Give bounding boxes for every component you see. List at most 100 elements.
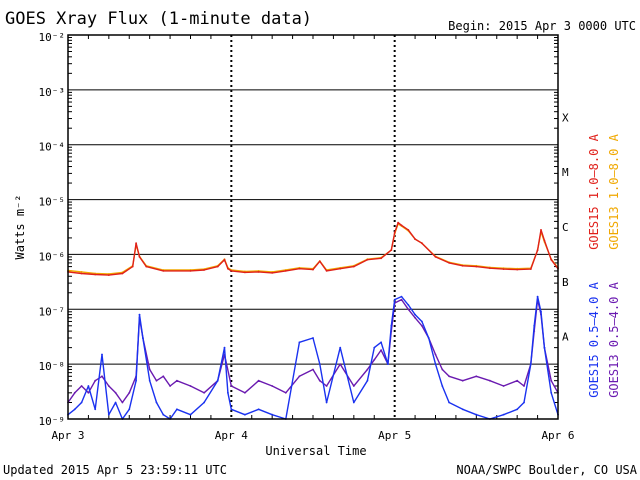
data-point [489, 267, 491, 270]
data-point [421, 242, 423, 245]
data-point [461, 264, 464, 267]
x-axis: Apr 3 Apr 4 Apr 5 Apr 6 [51, 429, 574, 442]
data-point [390, 249, 393, 252]
data-point [434, 363, 437, 365]
data-point [145, 265, 148, 268]
data-point [128, 408, 131, 411]
data-point [516, 379, 519, 382]
data-point [523, 385, 525, 387]
data-point [203, 391, 206, 394]
data-point [414, 313, 416, 316]
data-point [162, 375, 165, 378]
data-point [107, 413, 110, 416]
data-point [223, 346, 226, 349]
data-point [393, 231, 396, 234]
data-point [257, 408, 260, 411]
data-point [502, 385, 505, 387]
data-point [135, 242, 138, 245]
data-point [366, 258, 369, 261]
data-point [148, 368, 151, 371]
data-point [162, 413, 165, 416]
data-point [325, 270, 328, 272]
data-point [227, 267, 229, 270]
data-point [448, 262, 450, 264]
y-tick-label: 10⁻⁵ [39, 196, 66, 209]
data-point [318, 379, 321, 382]
data-point [421, 324, 423, 327]
flare-class-labels: X M C B A [562, 111, 569, 343]
data-point [87, 385, 90, 387]
data-point [387, 363, 389, 365]
data-point [441, 385, 444, 387]
data-point [414, 238, 416, 241]
data-point [131, 265, 134, 268]
data-point [94, 273, 97, 276]
flare-class-label: A [562, 331, 569, 344]
series-layer [67, 221, 559, 420]
data-point [400, 224, 403, 227]
y-axis: 10⁻⁹ 10⁻⁸ 10⁻⁷ 10⁻⁶ 10⁻⁵ 10⁻⁴ 10⁻³ 10⁻² [39, 31, 66, 428]
data-point [216, 379, 219, 382]
data-point [230, 408, 233, 411]
data-point [257, 271, 260, 273]
data-point [502, 268, 505, 270]
updated-time: Updated 2015 Apr 5 23:59:11 UTC [3, 463, 227, 477]
legend-item: GOES13 0.5–4.0 A [607, 281, 621, 397]
data-point [257, 379, 260, 382]
credit: NOAA/SWPC Boulder, CO USA [456, 463, 637, 477]
data-point [397, 221, 399, 224]
data-point [189, 270, 192, 272]
data-point [284, 391, 287, 394]
data-point [373, 358, 376, 361]
data-point [352, 265, 355, 268]
data-point [94, 408, 97, 411]
data-point [101, 375, 103, 378]
series-line [67, 223, 559, 275]
data-point [448, 375, 450, 378]
data-point [543, 239, 546, 242]
y-tick-label: 10⁻⁸ [39, 360, 66, 373]
data-point [271, 272, 274, 274]
data-point [373, 346, 376, 349]
grid [68, 34, 558, 420]
data-point [489, 379, 491, 382]
y-tick-label: 10⁻⁷ [39, 305, 66, 318]
data-point [339, 346, 342, 349]
data-point [244, 391, 246, 394]
data-point [223, 258, 226, 261]
data-point [325, 385, 328, 387]
x-tick-label: Apr 4 [215, 429, 248, 442]
data-point [155, 379, 158, 382]
legend-item: GOES15 1.0–8.0 A [587, 133, 601, 249]
data-point [461, 408, 464, 411]
data-point [380, 349, 382, 351]
data-point [400, 295, 403, 298]
data-point [162, 270, 165, 272]
y-tick-label: 10⁻² [39, 31, 66, 44]
x-tick-label: Apr 3 [51, 429, 84, 442]
data-point [407, 229, 410, 231]
data-point [138, 256, 141, 258]
data-point [107, 274, 110, 276]
data-point [516, 268, 519, 271]
data-point [325, 401, 328, 404]
data-point [271, 385, 274, 387]
data-point [73, 408, 76, 411]
y-tick-label: 10⁻⁶ [39, 250, 66, 263]
data-point [298, 267, 301, 270]
data-point [441, 368, 444, 371]
data-point [244, 413, 246, 416]
data-point [390, 324, 393, 327]
data-point [502, 413, 505, 416]
data-point [414, 316, 416, 319]
y-axis-title-text: Watts m⁻² [13, 194, 27, 259]
data-point [80, 385, 83, 387]
data-point [475, 375, 478, 378]
data-point [540, 310, 542, 313]
chart-title: GOES Xray Flux (1-minute data) [5, 9, 312, 29]
data-point [142, 337, 144, 339]
data-point [475, 413, 478, 416]
data-point [80, 272, 83, 275]
data-point [543, 346, 546, 349]
